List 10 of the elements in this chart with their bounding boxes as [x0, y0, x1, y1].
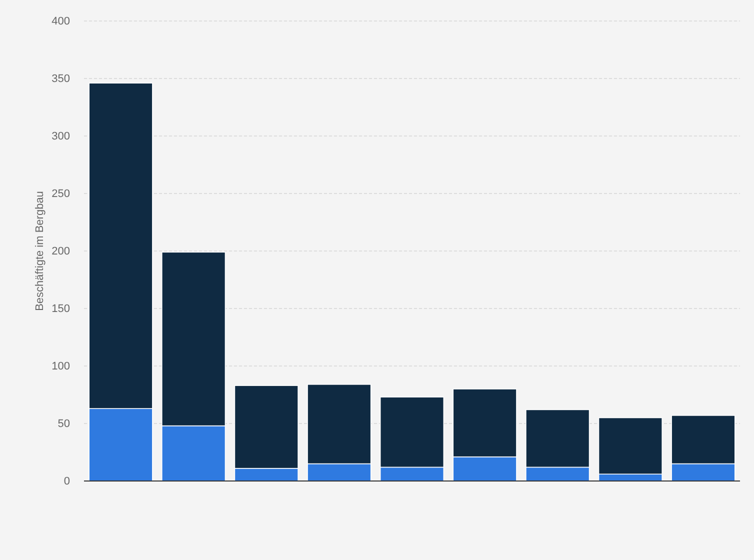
y-tick-label: 50: [58, 418, 70, 430]
y-tick-label: 300: [52, 130, 70, 143]
y-tick-label: 100: [52, 360, 70, 373]
y-tick-label: 400: [52, 16, 70, 28]
y-tick-label: 0: [64, 476, 70, 488]
y-tick-label: 150: [52, 303, 70, 316]
y-tick-label: 200: [52, 246, 70, 258]
y-tick-label: 350: [52, 73, 70, 86]
y-tick-label: 250: [52, 188, 70, 200]
y-axis-title: Beschäftigte im Bergbau: [34, 191, 46, 311]
